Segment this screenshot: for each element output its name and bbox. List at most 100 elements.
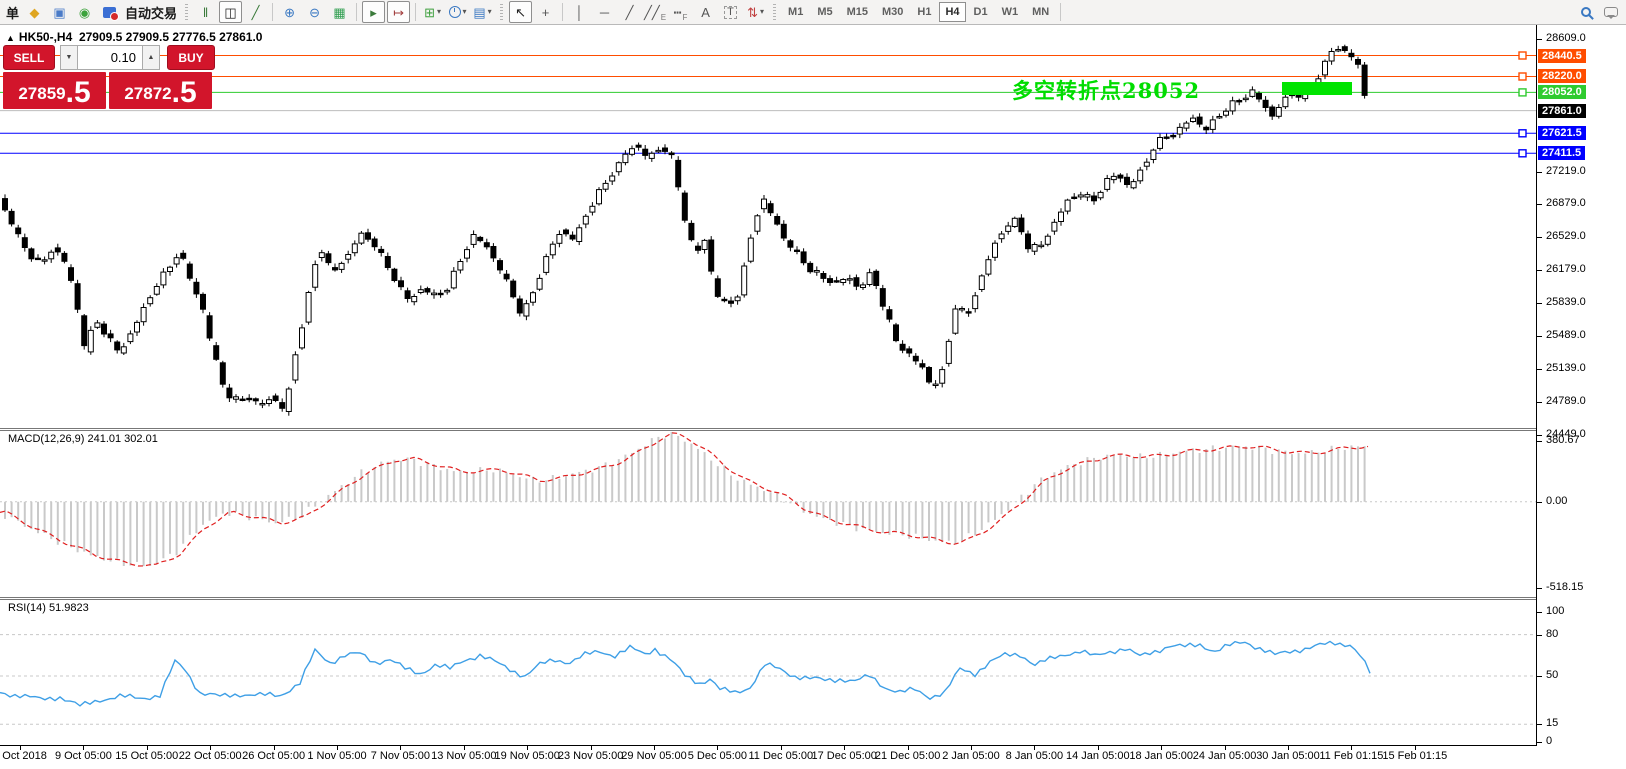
line-handle[interactable] xyxy=(1518,129,1527,138)
channel-icon[interactable]: ╱╱ E xyxy=(643,1,667,23)
candlestick xyxy=(477,236,484,242)
timeframe-M30[interactable]: M30 xyxy=(882,6,904,18)
toolbar-grip[interactable] xyxy=(185,4,189,20)
time-axis-label: 3 Oct 2018 xyxy=(0,750,47,762)
candlestick xyxy=(1348,52,1355,58)
sell-price[interactable]: 27859.5 xyxy=(3,72,106,109)
search-icon[interactable] xyxy=(1574,1,1597,23)
price-axis-tick: -518.15 xyxy=(1546,581,1584,593)
text-label-icon[interactable]: T xyxy=(719,1,742,23)
panel-collapse-arrow[interactable]: ▲ xyxy=(6,33,15,43)
candlestick xyxy=(285,388,292,412)
chart-shift-icon[interactable]: ↦ xyxy=(387,1,411,23)
candlestick xyxy=(932,383,939,387)
periods-icon[interactable]: ▾ xyxy=(446,1,469,23)
time-axis-label: 19 Nov 05:00 xyxy=(494,750,560,762)
timeframe-MN[interactable]: MN xyxy=(1032,6,1050,18)
toolbar-grip[interactable] xyxy=(773,4,777,20)
macd-pane-separator[interactable] xyxy=(0,428,1626,431)
timeframe-D1[interactable]: D1 xyxy=(973,6,988,18)
axis-tick-mark xyxy=(1537,441,1542,442)
candlestick xyxy=(153,286,160,295)
new-order-button[interactable]: 单 xyxy=(6,5,20,21)
timeframe-M1[interactable]: M1 xyxy=(788,6,804,18)
time-tick-mark xyxy=(273,746,275,750)
cursor-icon[interactable]: ↖ xyxy=(509,1,533,23)
candlestick xyxy=(523,303,530,317)
dropdown-arrow-icon[interactable]: ▾ xyxy=(436,7,441,16)
price-axis-tick: 24789.0 xyxy=(1546,395,1586,408)
crosshair-icon[interactable]: + xyxy=(534,1,557,23)
candlestick xyxy=(576,227,583,243)
market-window-icon[interactable]: ▣ xyxy=(48,1,71,23)
candlestick-chart-icon[interactable]: ◫ xyxy=(219,1,243,23)
candlestick xyxy=(1328,51,1335,62)
gold-icon[interactable]: ◆ xyxy=(23,1,46,23)
dropdown-arrow-icon[interactable]: ▾ xyxy=(759,7,764,16)
rsi-pane-separator[interactable] xyxy=(0,597,1626,600)
pivot-highlight-rect[interactable] xyxy=(1282,82,1352,95)
timeframe-M15[interactable]: M15 xyxy=(846,6,868,18)
candlestick xyxy=(200,293,206,310)
dropdown-arrow-icon[interactable]: ▾ xyxy=(462,7,467,16)
timeframe-H4[interactable]: H4 xyxy=(939,2,966,22)
toolbar-grip[interactable] xyxy=(500,4,504,20)
autotrade-label[interactable]: 自动交易 xyxy=(125,5,178,21)
dropdown-arrow-icon[interactable]: ▾ xyxy=(487,7,492,16)
pivot-annotation-text[interactable]: 多空转折点28052 xyxy=(1012,78,1201,103)
trade-panel-top-row: SELL ▼ ▲ BUY xyxy=(3,45,215,70)
volume-decrease-button[interactable]: ▼ xyxy=(60,45,78,70)
line-handle[interactable] xyxy=(1518,88,1527,97)
chat-icon[interactable] xyxy=(1599,1,1622,23)
candlestick xyxy=(873,270,880,286)
time-tick-mark xyxy=(780,746,782,750)
price-axis[interactable]: 28609.0 27219.0 26879.0 26529.0 26179.0 25839… xyxy=(1537,25,1626,769)
candlestick xyxy=(827,278,833,284)
timeframe-M5[interactable]: M5 xyxy=(817,6,833,18)
candlestick xyxy=(1064,199,1071,212)
buy-button[interactable]: BUY xyxy=(167,45,215,70)
zoom-out-icon[interactable]: ⊖ xyxy=(303,1,326,23)
candlestick xyxy=(127,333,134,343)
time-axis-label: 21 Dec 05:00 xyxy=(874,750,941,762)
candlestick xyxy=(1216,116,1223,119)
price-axis-tick: 26529.0 xyxy=(1546,230,1586,243)
candlestick xyxy=(1143,161,1150,167)
candlestick xyxy=(556,234,563,244)
price-axis-tick: 25489.0 xyxy=(1546,328,1586,341)
line-handle[interactable] xyxy=(1518,51,1527,60)
axis-tick-mark xyxy=(1537,237,1542,239)
new-chart-icon[interactable]: ⊞ ▾ xyxy=(421,1,444,23)
bar-chart-icon[interactable]: ‖ xyxy=(194,1,217,23)
volume-increase-button[interactable]: ▲ xyxy=(142,45,160,70)
line-handle[interactable] xyxy=(1518,149,1527,158)
candlestick xyxy=(589,205,596,213)
candlestick xyxy=(1071,196,1078,200)
sell-button[interactable]: SELL xyxy=(3,45,55,70)
horizontal-line-icon[interactable]: ─ xyxy=(593,1,616,23)
timeframe-H1[interactable]: H1 xyxy=(917,6,932,18)
auto-scroll-icon[interactable]: ▸ xyxy=(362,1,386,23)
signal-icon: ◉ xyxy=(78,4,91,20)
candlestick xyxy=(120,346,127,354)
candlestick xyxy=(1031,244,1038,252)
text-icon[interactable]: A xyxy=(694,1,717,23)
vertical-line-icon[interactable]: │ xyxy=(568,1,591,23)
trendline-icon[interactable]: ╱ xyxy=(618,1,641,23)
autotrade-icon[interactable] xyxy=(98,1,121,23)
candlestick xyxy=(490,246,497,259)
tile-windows-icon[interactable]: ▦ xyxy=(328,1,351,23)
zoom-in-icon[interactable]: ⊕ xyxy=(278,1,301,23)
line-handle[interactable] xyxy=(1518,72,1527,81)
candlestick xyxy=(549,243,556,256)
arrows-icon[interactable]: ⇅ ▾ xyxy=(744,1,767,23)
volume-input[interactable] xyxy=(78,45,142,70)
line-chart-icon[interactable]: ╱ xyxy=(244,1,267,23)
templates-icon[interactable]: ▤ ▾ xyxy=(471,1,494,23)
timeframe-W1[interactable]: W1 xyxy=(1001,6,1019,18)
signal-icon[interactable]: ◉ xyxy=(73,1,96,23)
buy-price[interactable]: 27872.5 xyxy=(109,72,212,109)
fibonacci-icon[interactable]: ┅ F xyxy=(669,1,692,23)
